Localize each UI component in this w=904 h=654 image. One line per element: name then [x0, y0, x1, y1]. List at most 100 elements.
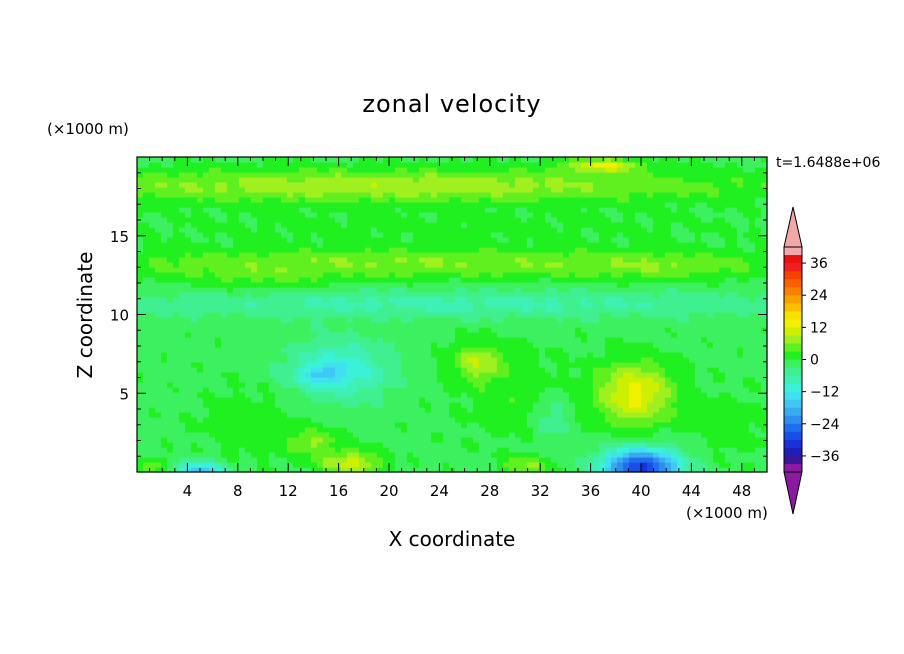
contour-cell: [563, 197, 570, 203]
contour-cell: [257, 252, 264, 258]
contour-cell: [149, 387, 156, 393]
contour-cell: [377, 237, 384, 243]
contour-cell: [485, 257, 492, 263]
contour-cell: [329, 267, 336, 273]
contour-cell: [473, 462, 480, 468]
contour-cell: [587, 187, 594, 193]
contour-cell: [491, 457, 498, 463]
contour-cell: [215, 272, 222, 278]
contour-cell: [275, 442, 282, 448]
contour-cell: [569, 157, 576, 163]
contour-cell: [455, 292, 462, 298]
contour-cell: [191, 437, 198, 443]
contour-cell: [161, 257, 168, 263]
contour-cell: [383, 457, 390, 463]
contour-cell: [569, 297, 576, 303]
contour-cell: [221, 162, 228, 168]
contour-cell: [347, 257, 354, 263]
contour-cell: [245, 302, 252, 308]
contour-cell: [317, 437, 324, 443]
contour-cell: [155, 187, 162, 193]
contour-cell: [233, 287, 240, 293]
contour-cell: [563, 237, 570, 243]
contour-cell: [371, 372, 378, 378]
contour-cell: [155, 272, 162, 278]
contour-cell: [557, 377, 564, 383]
contour-cell: [497, 337, 504, 343]
contour-cell: [239, 272, 246, 278]
contour-cell: [365, 292, 372, 298]
contour-cell: [317, 417, 324, 423]
contour-cell: [329, 172, 336, 178]
contour-cell: [497, 292, 504, 298]
contour-cell: [311, 157, 318, 163]
contour-cell: [227, 232, 234, 238]
contour-cell: [365, 442, 372, 448]
contour-cell: [305, 287, 312, 293]
contour-cell: [581, 167, 588, 173]
contour-cell: [209, 247, 216, 253]
contour-cell: [191, 332, 198, 338]
contour-cell: [257, 362, 264, 368]
contour-cell: [173, 252, 180, 258]
contour-cell: [425, 442, 432, 448]
contour-cell: [605, 287, 612, 293]
contour-cell: [611, 367, 618, 373]
contour-cell: [227, 337, 234, 343]
contour-cell: [143, 347, 150, 353]
contour-cell: [587, 262, 594, 268]
contour-cell: [317, 187, 324, 193]
contour-cell: [239, 277, 246, 283]
contour-cell: [587, 197, 594, 203]
contour-cell: [263, 352, 270, 358]
contour-cell: [317, 252, 324, 258]
contour-cell: [377, 432, 384, 438]
contour-cell: [389, 362, 396, 368]
contour-cell: [305, 402, 312, 408]
contour-cell: [293, 202, 300, 208]
contour-cell: [299, 367, 306, 373]
contour-cell: [521, 212, 528, 218]
contour-cell: [395, 222, 402, 228]
contour-cell: [491, 207, 498, 213]
contour-cell: [197, 247, 204, 253]
contour-cell: [557, 267, 564, 273]
contour-cell: [281, 162, 288, 168]
contour-cell: [431, 442, 438, 448]
contour-cell: [191, 342, 198, 348]
contour-cell: [359, 382, 366, 388]
contour-cell: [329, 332, 336, 338]
contour-cell: [227, 272, 234, 278]
contour-cell: [473, 227, 480, 233]
contour-cell: [359, 282, 366, 288]
contour-cell: [221, 232, 228, 238]
contour-cell: [269, 322, 276, 328]
contour-cell: [305, 362, 312, 368]
contour-cell: [239, 182, 246, 188]
contour-cell: [389, 257, 396, 263]
contour-cell: [323, 387, 330, 393]
contour-cell: [233, 312, 240, 318]
contour-cell: [167, 177, 174, 183]
contour-cell: [251, 257, 258, 263]
contour-cell: [359, 242, 366, 248]
contour-cell: [539, 377, 546, 383]
contour-cell: [467, 257, 474, 263]
contour-cell: [521, 347, 528, 353]
contour-cell: [545, 377, 552, 383]
contour-cell: [239, 322, 246, 328]
contour-cell: [209, 417, 216, 423]
contour-cell: [179, 232, 186, 238]
contour-cell: [149, 212, 156, 218]
contour-cell: [527, 277, 534, 283]
contour-cell: [407, 432, 414, 438]
contour-cell: [263, 292, 270, 298]
contour-cell: [425, 372, 432, 378]
contour-cell: [563, 462, 570, 468]
contour-cell: [329, 257, 336, 263]
contour-cell: [593, 282, 600, 288]
contour-cell: [305, 372, 312, 378]
contour-cell: [173, 442, 180, 448]
contour-cell: [149, 172, 156, 178]
contour-cell: [371, 252, 378, 258]
